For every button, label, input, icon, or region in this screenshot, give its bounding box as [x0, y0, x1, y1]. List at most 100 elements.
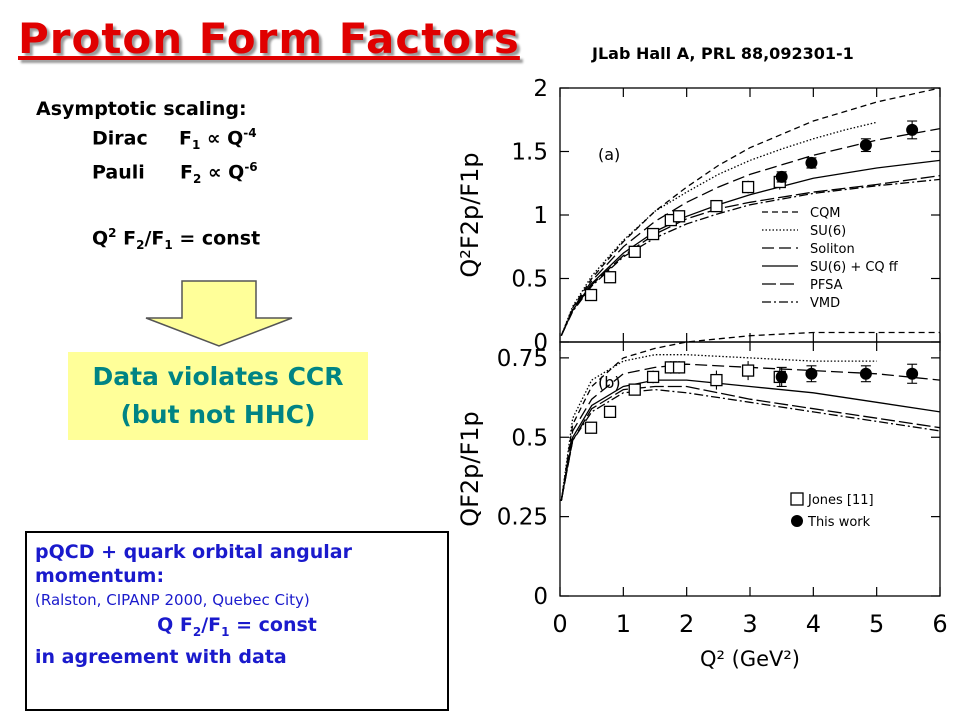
jones-point [741, 364, 755, 377]
pqcd-formula-rest: = const [229, 614, 317, 636]
pauli-proportional: ∝ [208, 161, 222, 184]
curve-pfsa [560, 174, 941, 336]
this-work-point [775, 370, 788, 383]
dirac-exponent: -4 [243, 126, 257, 140]
panel-label: (b) [598, 373, 621, 392]
dirac-F: F [179, 127, 192, 150]
legend-label: CQM [810, 206, 841, 221]
pauli-F-sub: 2 [193, 172, 202, 187]
y-tick-label: 0.25 [497, 505, 548, 531]
panel-b: 00.250.50.750 1 2 3 4 5 6Q² (GeV²)QF2p/F1p(b)J… [456, 331, 948, 671]
jones-point [584, 421, 598, 434]
this-work-point [805, 367, 818, 380]
legend-label: This work [807, 515, 871, 530]
down-arrow-icon [145, 280, 293, 347]
ratio-F2: F [123, 227, 137, 250]
y-tick-label: 0 [533, 330, 548, 356]
dirac-label: Dirac [92, 127, 148, 150]
x-tick-label: 4 [806, 610, 821, 638]
x-tick-label: 0 [552, 610, 567, 638]
dirac-proportional: ∝ [206, 127, 221, 150]
ratio-F2-sub: 2 [136, 238, 145, 253]
ccr-callout: Data violates CCR (but not HHC) [68, 352, 368, 440]
pqcd-box: pQCD + quark orbital angular momentum: (… [25, 531, 449, 711]
pqcd-line-last: in agreement with data [35, 645, 287, 668]
scaling-heading: Asymptotic scaling: [36, 98, 247, 120]
panel-a: 0 0.5 1 1.5 2 Q²F2p/F1p (a) CQM SU(6) Soliton SU(6… [456, 76, 941, 356]
pqcd-formula-sub2: 2 [192, 624, 202, 639]
y-axis-label: Q²F2p/F1p [456, 152, 484, 277]
jones-point [603, 271, 617, 284]
legend-label: VMD [810, 296, 840, 311]
pauli-Q: Q [228, 161, 245, 184]
jones-point [741, 180, 755, 194]
legend-jones-marker [790, 492, 804, 506]
curve-su-6- [560, 354, 877, 501]
this-work-point [859, 367, 872, 380]
pqcd-formula: Q F2/F1 = const [35, 612, 439, 645]
legend-label: Jones [11] [807, 493, 874, 508]
pauli-line: Pauli F2 ∝ Q-6 [92, 160, 258, 186]
x-tick-label: 3 [742, 610, 757, 638]
this-work-point [906, 367, 919, 380]
jones-point [672, 210, 686, 223]
y-tick-label: 1 [533, 203, 548, 229]
curve-cqm [560, 87, 941, 336]
curve-su-6-cq-ff [560, 379, 941, 501]
pauli-F: F [180, 161, 194, 184]
legend-label: PFSA [810, 278, 843, 293]
this-work-point [775, 170, 788, 183]
pqcd-citation: (Ralston, CIPANP 2000, Quebec City) [35, 591, 310, 609]
dirac-line: Dirac F1 ∝ Q-4 [92, 126, 257, 152]
this-work-point [859, 139, 872, 152]
jones-point [584, 288, 598, 302]
y-tick-label: 1.5 [511, 140, 548, 166]
pqcd-formula-slash: /F [201, 614, 222, 636]
panel-a-frame [559, 87, 941, 343]
slide-title: Proton Form Factors [18, 14, 520, 63]
pqcd-line-2: momentum: [35, 565, 165, 587]
y-tick-label: 0 [533, 584, 548, 610]
jones-point [672, 361, 686, 374]
ratio-Q-sup: 2 [108, 226, 117, 240]
y-axis-label: QF2p/F1p [456, 411, 484, 527]
x-tick-label: 2 [679, 610, 694, 638]
jones-point [710, 373, 723, 387]
y-tick-label: 0.5 [511, 267, 548, 293]
jones-point [646, 370, 660, 384]
x-tick-label: 1 [616, 610, 631, 638]
y-tick-label: 0.75 [497, 346, 548, 372]
pauli-label: Pauli [92, 161, 145, 184]
this-work-point [906, 123, 919, 136]
ratio-slash: /F [144, 227, 165, 250]
x-tick-label: 5 [869, 610, 884, 638]
pqcd-line-1: pQCD + quark orbital angular [35, 541, 352, 563]
ccr-line-1: Data violates CCR [92, 362, 344, 391]
curve-cqm [560, 331, 940, 501]
legend-this-work-marker [791, 515, 803, 527]
curve-vmd [560, 388, 941, 501]
ccr-line-2: (but not HHC) [120, 400, 316, 429]
legend-label: Soliton [810, 242, 855, 257]
pqcd-formula-Q: Q F [157, 614, 193, 636]
dirac-Q: Q [227, 127, 244, 150]
y-tick-label: 0.5 [511, 425, 548, 451]
x-axis-label: Q² (GeV²) [700, 647, 800, 671]
jones-point [628, 245, 641, 258]
reference-citation: JLab Hall A, PRL 88,092301-1 [592, 44, 854, 63]
ratio-rest: = const [172, 227, 261, 250]
x-tick-label: 6 [932, 610, 947, 638]
legend-label: SU(6) + CQ ff [810, 260, 899, 275]
y-tick-label: 2 [533, 76, 548, 102]
jones-point [628, 383, 641, 396]
pqcd-formula-sub1: 1 [221, 624, 230, 639]
legend-label: SU(6) [810, 224, 846, 239]
jones-point [646, 227, 660, 241]
pauli-exponent: -6 [244, 160, 258, 174]
ratio-line: Q2 F2/F1 = const [92, 226, 260, 252]
ratio-Q: Q [92, 227, 109, 250]
jones-point [603, 405, 617, 419]
ratio-F1-sub: 1 [164, 238, 173, 253]
this-work-point [805, 156, 818, 169]
